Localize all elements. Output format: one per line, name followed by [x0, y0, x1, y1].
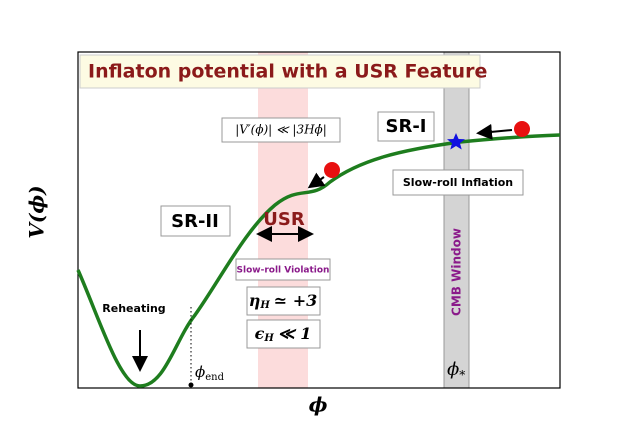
y-axis-label: V(ϕ) [25, 185, 49, 238]
phi-end-symbol: ϕ [195, 363, 205, 381]
epsilon-box [246, 319, 321, 349]
phi-end-subscript: end [205, 372, 224, 383]
slow-roll-box [392, 169, 524, 196]
slow-roll-violation: Slow-roll Violation [237, 266, 330, 276]
eta-subscript: H [259, 300, 270, 311]
cmb-band [443, 51, 470, 389]
eta-relation: ≃ +3 [274, 291, 318, 310]
phi-star-subscript: * [459, 368, 465, 382]
title-box [79, 54, 481, 89]
gradient-condition: |V′(ϕ)| ≪ |3Hϕ̇| [235, 123, 327, 137]
inflaton-ball [324, 162, 340, 178]
reheating: Reheating [102, 302, 165, 315]
sr1-box [377, 111, 435, 142]
epsilon-symbol: ϵ [255, 324, 265, 343]
eta-condition: ηH ≃ +3 [249, 291, 318, 311]
phi-end: ϕend [195, 363, 225, 383]
violation-box [235, 258, 331, 281]
inflaton-ball [514, 121, 530, 137]
epsilon-subscript: H [263, 333, 274, 344]
cmb-star [447, 133, 465, 150]
phi-end-dot [188, 382, 194, 388]
plot-frame [77, 51, 561, 389]
slow-roll-inflation: Slow-roll Inflation [403, 176, 513, 189]
sr1-label: SR-I [386, 116, 427, 137]
x-axis-label: ϕ [309, 393, 328, 417]
roll-arrow [476, 123, 513, 140]
eta-symbol: η [249, 291, 261, 310]
phi-star-symbol: ϕ [447, 359, 459, 380]
sr2-box [160, 205, 231, 237]
epsilon-relation: ≪ 1 [278, 324, 311, 343]
gradient-box [221, 117, 341, 143]
usr-label: USR [263, 209, 305, 230]
cmb-window: CMB Window [450, 228, 464, 316]
title: Inflaton potential with a USR Feature [88, 61, 487, 83]
eta-box [246, 286, 321, 316]
roll-arrow [307, 172, 326, 189]
phi-star: ϕ* [447, 359, 465, 382]
sr2-label: SR-II [171, 211, 219, 232]
epsilon-condition: ϵH ≪ 1 [255, 324, 312, 344]
